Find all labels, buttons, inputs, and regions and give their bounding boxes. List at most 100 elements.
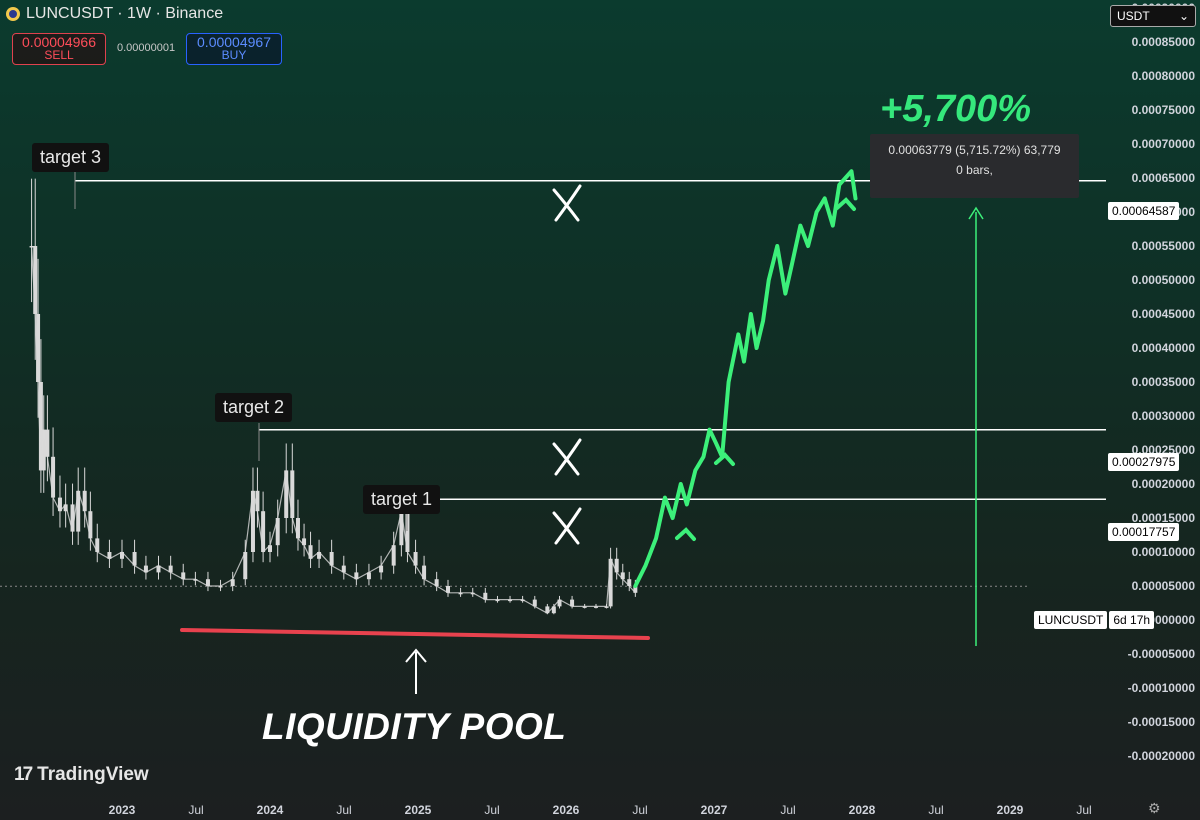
luna-classic-icon	[6, 7, 20, 21]
candle-body	[284, 470, 289, 518]
candle-body	[604, 606, 609, 608]
y-tick-label: 0.00065000	[1132, 171, 1196, 185]
tradingview-watermark: 17 TradingView	[14, 764, 149, 786]
candle-body	[354, 572, 359, 580]
x-tick-label: 2028	[849, 803, 876, 817]
buy-button[interactable]: 0.00004967 BUY	[186, 33, 282, 65]
candle-body	[458, 592, 463, 595]
percent-gain-label: +5,700%	[880, 88, 1032, 130]
candle-body	[594, 606, 599, 608]
candle-body	[132, 552, 137, 566]
support-line	[180, 628, 650, 640]
candle-body	[302, 538, 307, 546]
y-tick-label: 0.00080000	[1132, 69, 1196, 83]
candle-body	[422, 565, 427, 580]
candle-body	[608, 558, 613, 607]
x-tick-label: Jul	[188, 803, 203, 817]
measure-arrowhead	[968, 206, 984, 220]
x-tick-label: Jul	[928, 803, 943, 817]
price-axis: 0.000900000.000850000.000800000.00075000…	[1128, 1, 1196, 763]
y-tick-label: 0.00030000	[1132, 409, 1196, 423]
candle-body	[308, 545, 313, 559]
projection-arrowhead	[714, 452, 735, 466]
measure-tooltip: 0.00063779 (5,715.72%) 63,779 0 bars,	[870, 134, 1079, 198]
y-tick-label: 0.00070000	[1132, 137, 1196, 151]
y-tick-label: -0.00020000	[1128, 749, 1196, 763]
y-tick-label: -0.00010000	[1128, 681, 1196, 695]
current-symbol: LUNCUSDT	[1034, 611, 1108, 629]
candle-body	[205, 579, 210, 586]
candle-body	[107, 552, 112, 559]
symbol-header[interactable]: LUNCUSDT · 1W · Binance	[6, 5, 223, 23]
y-tick-label: -0.00005000	[1128, 647, 1196, 661]
sell-price: 0.00004966	[22, 34, 96, 50]
candle-body	[551, 606, 556, 614]
price-line	[30, 245, 636, 614]
candle-body	[243, 552, 248, 580]
candle-body	[63, 504, 68, 512]
y-tick-label: 0.00045000	[1132, 307, 1196, 321]
x-tick-label: 2024	[257, 803, 284, 817]
candle-body	[95, 538, 100, 552]
sell-label: SELL	[44, 48, 74, 62]
candle-body	[627, 579, 632, 586]
buy-label: BUY	[221, 48, 247, 62]
y-tick-label: 0.00020000	[1132, 477, 1196, 491]
cross-marks	[552, 184, 582, 545]
candle-body	[218, 586, 223, 588]
candle-body	[633, 586, 638, 593]
x-tick-label: 2025	[405, 803, 432, 817]
x-tick-label: Jul	[780, 803, 795, 817]
candle-body	[570, 599, 575, 607]
candle-body	[230, 579, 235, 586]
x-tick-label: 2023	[109, 803, 136, 817]
up-arrowhead	[405, 648, 427, 663]
level-tag-target-3: 0.00064587	[1108, 202, 1180, 220]
candle-body	[329, 552, 334, 566]
candle-body	[250, 490, 255, 552]
candle-body	[545, 606, 550, 614]
y-tick-label: 0.00040000	[1132, 341, 1196, 355]
x-tick-label: Jul	[1076, 803, 1091, 817]
candle-body	[391, 545, 396, 566]
y-tick-label: 0.00035000	[1132, 375, 1196, 389]
current-price-tag: LUNCUSDT 6d 17h	[1034, 611, 1155, 629]
candle-body	[366, 572, 371, 580]
liquidity-support-line	[180, 628, 650, 640]
candle-body	[399, 511, 404, 546]
candle-body	[45, 429, 50, 457]
candle-body	[33, 246, 38, 314]
tooltip-line-2: 0 bars,	[956, 163, 993, 177]
candle-body	[261, 511, 266, 552]
candle-body	[181, 572, 186, 580]
annotation-arrows	[405, 206, 984, 694]
candle-body	[405, 511, 410, 552]
candle-body	[70, 504, 75, 532]
price-candles	[29, 178, 638, 615]
liquidity-pool-label: LIQUIDITY POOL	[262, 706, 567, 747]
y-tick-label: 0.00015000	[1132, 511, 1196, 525]
tooltip-line-1: 0.00063779 (5,715.72%) 63,779	[888, 143, 1061, 157]
x-tick-label: 2026	[553, 803, 580, 817]
level-tag-target-1: 0.00017757	[1108, 523, 1180, 541]
candle-body	[495, 599, 500, 602]
y-tick-label: 0.00050000	[1132, 273, 1196, 287]
chevron-down-icon: ⌄	[1178, 9, 1189, 23]
brand-label: TradingView	[37, 764, 149, 785]
candle-body	[88, 511, 93, 539]
candle-body	[76, 490, 81, 532]
currency-dropdown[interactable]: USDT ⌄	[1110, 5, 1196, 27]
candle-body	[168, 565, 173, 573]
sell-button[interactable]: 0.00004966 SELL	[12, 33, 106, 65]
target-2-label: target 2	[215, 393, 293, 422]
buy-price: 0.00004967	[197, 34, 271, 50]
y-tick-label: 0.00085000	[1132, 35, 1196, 49]
level-tag-target-2: 0.00027975	[1108, 453, 1180, 471]
candle-body	[295, 518, 300, 539]
candle-body	[290, 470, 295, 518]
candle-body	[557, 599, 562, 607]
gear-icon[interactable]: ⚙	[1148, 800, 1161, 816]
x-tick-label: Jul	[632, 803, 647, 817]
time-axis: 2023 Jul 2024 Jul 2025 Jul 2026 Jul 2027 Jul 2028 J…	[109, 803, 1092, 817]
x-tick-label: Jul	[336, 803, 351, 817]
